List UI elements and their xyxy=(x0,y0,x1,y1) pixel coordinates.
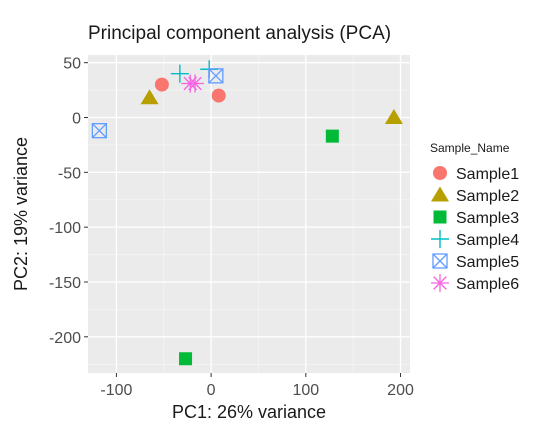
legend-key-sample2 xyxy=(431,186,449,202)
legend-label: Sample2 xyxy=(456,188,519,205)
x-tick-label: 200 xyxy=(387,382,414,399)
legend-item-sample3: Sample3 xyxy=(433,210,519,227)
plot-panel xyxy=(88,55,410,373)
y-tick-label: -100 xyxy=(49,220,81,237)
x-axis-title: PC1: 26% variance xyxy=(172,402,326,422)
legend-item-sample6: Sample6 xyxy=(431,274,519,293)
legend-key-sample5 xyxy=(432,253,448,269)
legend-item-sample4: Sample4 xyxy=(431,230,519,249)
legend-label: Sample6 xyxy=(456,276,519,293)
legend-title: Sample_Name xyxy=(430,141,510,155)
major-gridlines xyxy=(88,55,410,373)
y-tick-label: -150 xyxy=(49,275,81,292)
x-tick-label: 0 xyxy=(207,382,216,399)
legend-key-sample6 xyxy=(431,274,449,292)
legend-key-sample4 xyxy=(431,230,449,248)
data-point-sample5 xyxy=(91,123,108,139)
data-point-sample3 xyxy=(325,129,339,143)
data-point-sample2 xyxy=(384,109,403,125)
legend: Sample_Name Sample1 Sample2 Sample3 Sample4… xyxy=(430,141,519,293)
data-point-sample6 xyxy=(186,74,205,93)
data-point-sample4 xyxy=(170,64,189,83)
minor-gridlines xyxy=(88,55,410,373)
y-tick-label: 50 xyxy=(63,56,81,73)
y-tick-label: -50 xyxy=(58,165,81,182)
data-point-sample1 xyxy=(154,77,169,92)
y-tick-label: 0 xyxy=(72,111,81,128)
legend-key-sample3 xyxy=(433,210,447,224)
legend-label: Sample3 xyxy=(456,210,519,227)
legend-item-sample5: Sample5 xyxy=(432,253,519,271)
data-point-sample2 xyxy=(140,89,159,105)
legend-item-sample1: Sample1 xyxy=(433,166,519,183)
y-tick-label: -200 xyxy=(49,330,81,347)
data-point-sample3 xyxy=(179,352,193,366)
data-points xyxy=(91,60,403,366)
legend-label: Sample1 xyxy=(456,166,519,183)
x-axis-ticks: -100 0 100 200 xyxy=(100,373,414,399)
x-tick-label: 100 xyxy=(292,382,319,399)
y-axis-ticks: 50 0 -50 -100 -150 -200 xyxy=(49,56,88,347)
chart-title: Principal component analysis (PCA) xyxy=(88,23,391,44)
x-tick-label: -100 xyxy=(100,382,132,399)
y-axis-title: PC2: 19% variance xyxy=(11,137,31,291)
data-point-sample5 xyxy=(208,68,224,84)
legend-key-sample1 xyxy=(433,166,447,180)
legend-label: Sample4 xyxy=(456,232,519,249)
legend-item-sample2: Sample2 xyxy=(431,186,519,205)
data-point-sample1 xyxy=(211,88,226,103)
legend-label: Sample5 xyxy=(456,254,519,271)
